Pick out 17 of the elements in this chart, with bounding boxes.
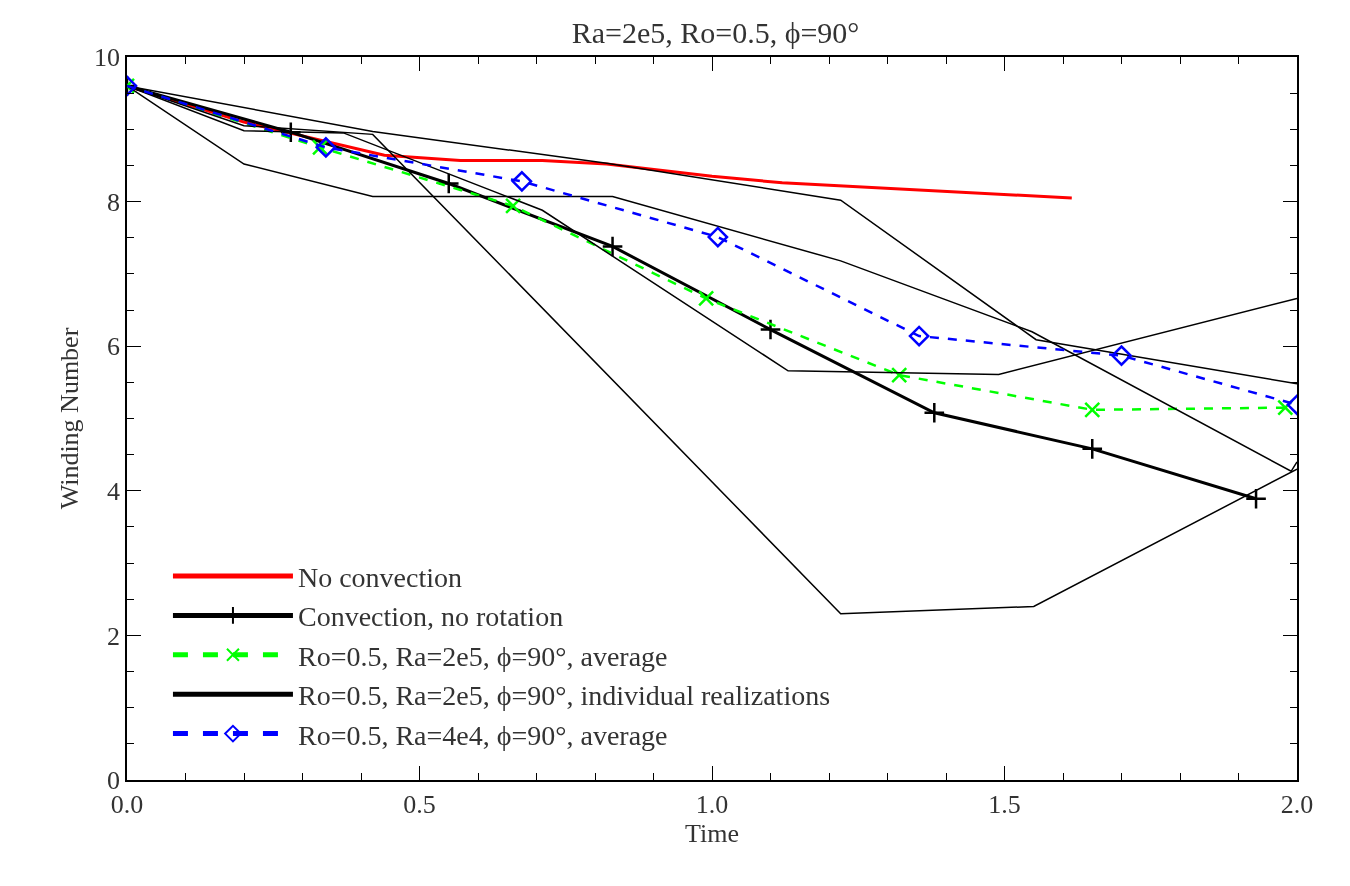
y-tick-label: 6 [107,332,121,362]
y-tick-label: 8 [107,187,121,217]
y-tick-label: 2 [107,621,121,651]
legend-label: Ro=0.5, Ra=4e4, ϕ=90°, average [297,719,668,751]
y-tick-label: 10 [94,43,121,73]
x-axis-title: Time [685,818,739,848]
x-tick-label: 1.0 [695,789,729,819]
x-tick-label: 2.0 [1280,789,1314,819]
legend-label: No convection [297,561,463,593]
x-tick-label: 0.5 [403,789,436,819]
legend-label: Convection, no rotation [297,601,564,633]
y-tick-label: 4 [107,476,121,506]
x-tick-label: 1.5 [988,789,1021,819]
y-axis-title: Winding Number [54,327,84,510]
legend-label: Ro=0.5, Ra=2e5, ϕ=90°, individual realizations [297,680,831,712]
chart-title: Ra=2e5, Ro=0.5, ϕ=90° [571,16,860,50]
legend-label: Ro=0.5, Ra=2e5, ϕ=90°, average [297,640,668,672]
